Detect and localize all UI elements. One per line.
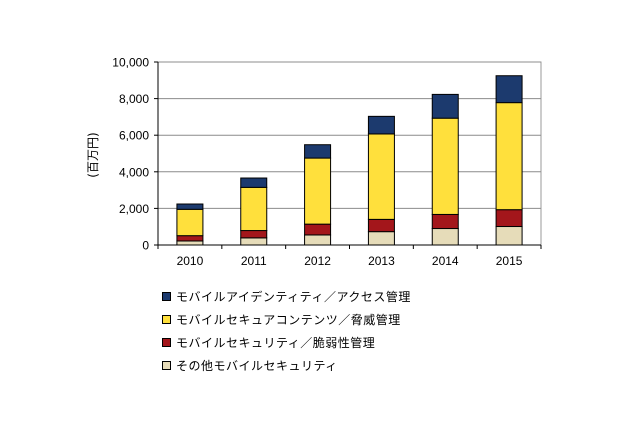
y-tick-label: 6,000 <box>119 129 149 143</box>
bar-segment <box>431 117 459 215</box>
legend-item-secure-content: モバイルセキュアコンテンツ／脅威管理 <box>162 308 411 331</box>
legend-item-other: その他モバイルセキュリティ <box>162 354 411 377</box>
bar-segment <box>176 240 204 246</box>
bar-segment <box>367 133 395 220</box>
legend-swatch-icon <box>162 315 171 324</box>
legend-swatch-icon <box>162 292 171 301</box>
legend-swatch-icon <box>162 338 171 347</box>
bar-stack-2013 <box>367 115 395 246</box>
legend-item-vulnerability: モバイルセキュリティ／脆弱性管理 <box>162 331 411 354</box>
bar-segment <box>367 115 395 135</box>
gridlines <box>158 61 541 209</box>
bar-stack-2011 <box>240 177 268 246</box>
legend: モバイルアイデンティティ／アクセス管理 モバイルセキュアコンテンツ／脅威管理 モ… <box>162 285 411 377</box>
bar-segment <box>304 144 332 159</box>
bar-group <box>176 75 523 246</box>
x-tick-label: 2011 <box>241 254 267 268</box>
bar-segment <box>495 226 523 246</box>
legend-label: モバイルアイデンティティ／アクセス管理 <box>176 290 411 304</box>
x-tick-label: 2013 <box>368 254 395 268</box>
y-tick-label: 2,000 <box>119 202 149 216</box>
y-tick-label: 10,000 <box>112 56 149 70</box>
x-tick-label: 2015 <box>496 254 523 268</box>
x-tick-label: 2010 <box>177 254 204 268</box>
y-tick-label: 8,000 <box>119 92 149 106</box>
bar-segment <box>495 102 523 211</box>
bar-stack-2010 <box>176 203 204 246</box>
plot-area <box>157 61 542 246</box>
bar-segment <box>240 186 268 232</box>
bar-stack-2015 <box>495 75 523 246</box>
bar-segment <box>304 157 332 225</box>
legend-item-identity-access: モバイルアイデンティティ／アクセス管理 <box>162 285 411 308</box>
bar-segment <box>367 231 395 246</box>
bar-segment <box>495 209 523 228</box>
x-tick-label: 2012 <box>304 254 331 268</box>
bar-segment <box>304 223 332 236</box>
y-tick-label: 4,000 <box>119 165 149 179</box>
x-axis-ticks: 2010 2011 2012 2013 2014 2015 <box>157 245 542 268</box>
bar-segment <box>304 234 332 246</box>
plot-background <box>157 61 542 246</box>
bar-segment <box>431 213 459 230</box>
y-tick-label: 0 <box>142 239 149 253</box>
legend-label: モバイルセキュリティ／脆弱性管理 <box>176 336 376 350</box>
bar-segment <box>367 218 395 233</box>
legend-label: モバイルセキュアコンテンツ／脅威管理 <box>176 313 401 327</box>
legend-swatch-icon <box>162 361 171 370</box>
bar-segment <box>176 208 204 237</box>
bar-segment <box>176 203 204 210</box>
bar-segment <box>176 235 204 242</box>
bar-segment <box>431 93 459 119</box>
bar-segment <box>240 177 268 188</box>
y-axis-ticks: 0 2,000 4,000 6,000 8,000 10,000 <box>112 56 158 253</box>
bar-segment <box>431 228 459 246</box>
axes <box>154 62 541 248</box>
bar-segment <box>240 237 268 246</box>
x-tick-label: 2014 <box>432 254 459 268</box>
bar-segment <box>495 75 523 104</box>
bar-stack-2012 <box>304 144 332 246</box>
y-axis-title: (百万円) <box>86 132 100 177</box>
legend-label: その他モバイルセキュリティ <box>176 359 338 373</box>
bar-segment <box>240 230 268 239</box>
bar-stack-2014 <box>431 93 459 246</box>
